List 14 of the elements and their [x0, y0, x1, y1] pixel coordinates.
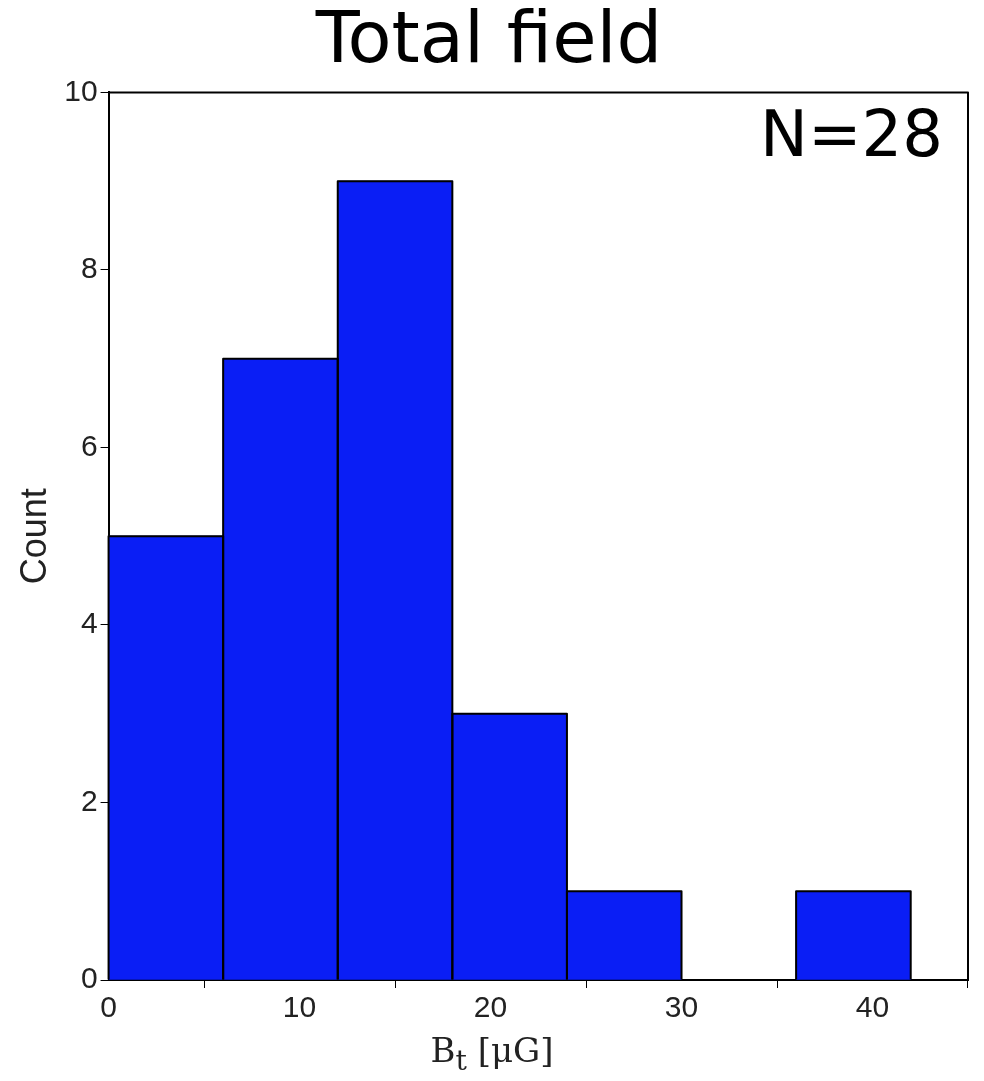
x-tick-label: 20 — [473, 990, 508, 1024]
y-tick-label: 10 — [64, 73, 98, 107]
y-tick-label: 2 — [80, 783, 98, 817]
x-tick-label: 40 — [855, 990, 890, 1024]
annotation: N=28 — [760, 97, 943, 172]
x-tick-label: 30 — [664, 990, 699, 1024]
y-tick-label: 4 — [80, 606, 98, 640]
x-tick-label: 10 — [282, 990, 317, 1024]
x-axis-title: B$_{t}$ [μG] — [429, 1030, 555, 1077]
chart-title: Total field — [314, 0, 663, 79]
y-tick-label: 0 — [80, 961, 98, 995]
y-tick-label: 6 — [80, 428, 98, 462]
y-tick-label: 8 — [80, 251, 98, 285]
y-axis-title: Count — [12, 488, 54, 585]
